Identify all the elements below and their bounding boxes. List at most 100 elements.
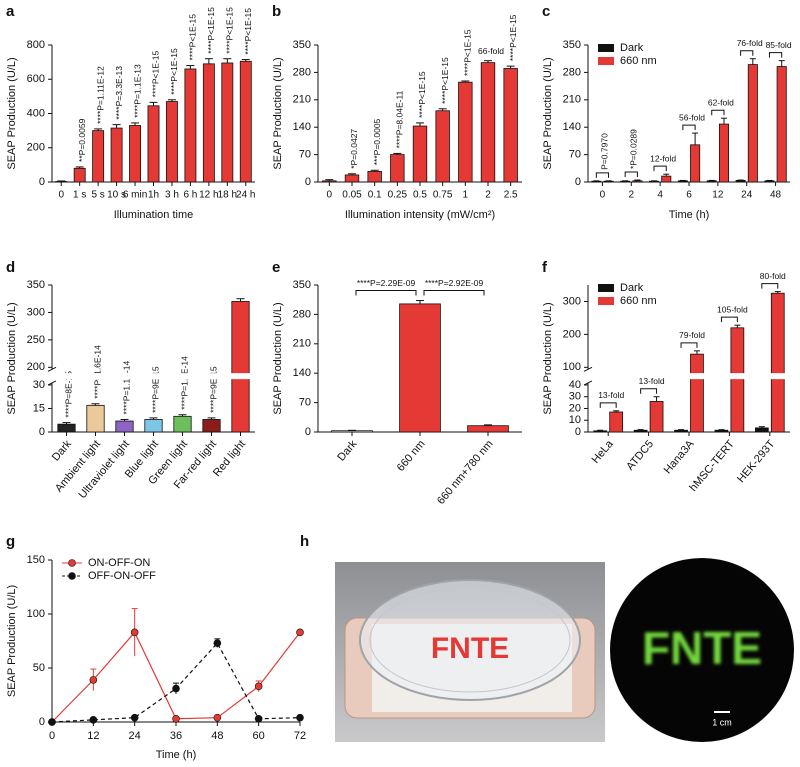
bar bbox=[221, 62, 234, 183]
y-tick-label: 280 bbox=[293, 66, 311, 78]
x-tick-label: 6 h bbox=[183, 190, 197, 201]
bar bbox=[776, 66, 787, 183]
x-tick-label: 0.1 bbox=[368, 190, 382, 201]
legend-label: Dark bbox=[620, 42, 644, 54]
bar bbox=[735, 180, 746, 183]
y-tick-label: 30 bbox=[569, 391, 581, 403]
legend-label: 660 nm bbox=[620, 55, 657, 67]
y-tick-label: 0 bbox=[305, 176, 311, 188]
legend-label: 660 nm bbox=[620, 295, 657, 307]
bar bbox=[92, 130, 105, 183]
y-tick-label: 150 bbox=[27, 554, 45, 566]
bar bbox=[480, 62, 496, 183]
y-tick-label: 0 bbox=[575, 176, 581, 188]
x-tick-label: 12 bbox=[712, 190, 724, 201]
x-tick-label: 660 nm bbox=[395, 438, 428, 474]
y-tick-label: 300 bbox=[27, 306, 45, 318]
line bbox=[51, 631, 301, 723]
y-tick-label: 0 bbox=[575, 426, 581, 438]
panel-label: g bbox=[6, 533, 15, 550]
bar bbox=[86, 404, 105, 433]
bar bbox=[412, 125, 428, 183]
annotation: 79-fold bbox=[679, 330, 705, 340]
bar bbox=[690, 353, 704, 433]
y-tick-label: 250 bbox=[27, 334, 45, 346]
y-axis-label: SEAP Production (U/L) bbox=[272, 57, 284, 169]
annotation: *P=0.0427 bbox=[349, 129, 359, 169]
bar bbox=[677, 180, 688, 183]
x-tick-label: Dark bbox=[50, 438, 74, 464]
y-tick-label: 10 bbox=[569, 414, 581, 426]
y-tick-label: 280 bbox=[293, 308, 311, 320]
annotation: ****P=1.1E-14 bbox=[180, 356, 190, 410]
fold-bracket bbox=[711, 109, 725, 116]
x-tick-label: 0.05 bbox=[342, 190, 362, 201]
x-tick-label: 6 bbox=[686, 190, 692, 201]
annotation: ****P<1E-15 bbox=[417, 71, 427, 118]
annotation: P=0.7970 bbox=[600, 133, 610, 170]
dish-text: FNTE bbox=[431, 632, 509, 665]
x-tick-label: 0.75 bbox=[433, 190, 453, 201]
x-tick-label: 1 bbox=[463, 190, 469, 201]
y-axis-label: SEAP Production (U/L) bbox=[6, 585, 18, 697]
x-tick-label: 18 h bbox=[218, 190, 237, 201]
y-tick-label: 210 bbox=[293, 338, 311, 350]
comparison-label: ****P=2.92E-09 bbox=[425, 278, 484, 288]
y-tick-label: 0 bbox=[39, 176, 45, 188]
marker bbox=[89, 676, 98, 684]
x-tick-label: Hana3A bbox=[662, 438, 697, 477]
x-tick-label: 12 h bbox=[199, 190, 218, 201]
annotation: ****P=8E-15 bbox=[64, 371, 74, 418]
annotation: ****P=8.04E-11 bbox=[395, 90, 405, 148]
y-tick-label: 20 bbox=[569, 402, 581, 414]
annotation: 13-fold bbox=[639, 376, 665, 386]
panel-label: b bbox=[272, 3, 281, 20]
panel-label: e bbox=[272, 259, 280, 276]
y-tick-label: 210 bbox=[563, 94, 581, 106]
fold-bracket bbox=[761, 283, 779, 289]
annotation: ****P=1.6E-14 bbox=[93, 345, 103, 399]
axis-break-band bbox=[53, 373, 255, 380]
fluorescence-image bbox=[610, 558, 794, 742]
annotation: ****P<1E-15 bbox=[188, 14, 198, 61]
x-tick-label: 0.5 bbox=[413, 190, 427, 201]
bar bbox=[730, 327, 745, 433]
bar bbox=[344, 174, 360, 183]
bar bbox=[770, 292, 785, 433]
bar bbox=[718, 123, 729, 183]
panel-label: a bbox=[6, 3, 15, 20]
annotation: 62-fold bbox=[708, 97, 734, 107]
y-tick-label: 140 bbox=[563, 121, 581, 133]
panel-label: d bbox=[6, 259, 15, 276]
y-tick-label: 300 bbox=[563, 295, 581, 307]
y-tick-label: 210 bbox=[293, 94, 311, 106]
fold-bracket bbox=[740, 50, 754, 56]
bar bbox=[674, 429, 688, 433]
y-tick-label: 0 bbox=[39, 716, 45, 728]
axis-break bbox=[47, 366, 57, 372]
bar bbox=[202, 63, 215, 183]
bar bbox=[661, 175, 672, 183]
bar bbox=[331, 430, 373, 433]
comparison-bracket bbox=[355, 290, 417, 296]
annotation: 12-fold bbox=[650, 153, 676, 163]
bar bbox=[390, 154, 405, 183]
x-tick-label: 12 bbox=[87, 730, 99, 742]
fold-bracket bbox=[624, 171, 638, 178]
annotation: 13-fold bbox=[598, 390, 624, 400]
panel-label: c bbox=[542, 3, 550, 20]
x-tick-label: 48 bbox=[770, 190, 782, 201]
x-tick-label: 36 bbox=[170, 730, 182, 742]
x-tick-label: 10 s bbox=[107, 190, 126, 201]
marker bbox=[254, 682, 263, 691]
fold-bracket bbox=[653, 165, 667, 172]
bar bbox=[144, 419, 163, 433]
fold-bracket bbox=[682, 124, 696, 131]
y-axis-label: SEAP Production (U/L) bbox=[542, 302, 554, 414]
bar bbox=[239, 60, 252, 183]
x-tick-label: 5 s bbox=[91, 190, 104, 201]
y-tick-label: 100 bbox=[563, 361, 581, 373]
bar bbox=[435, 110, 450, 183]
bar bbox=[57, 423, 76, 433]
annotation: ****P<1E-15 bbox=[169, 48, 179, 95]
